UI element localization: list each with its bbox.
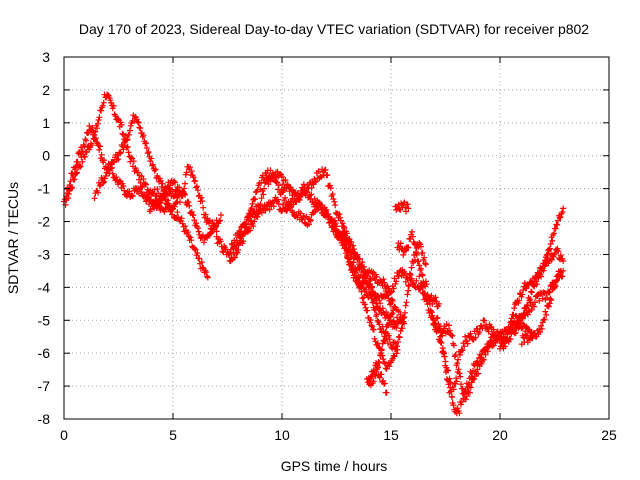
series-track-2 [63, 123, 181, 215]
data-point-markers [335, 228, 401, 357]
axis-ticks: 0 5 10 15 20 25 -8 -7 -6 -5 -4 -3 -2 -1 0 1 2 3 [38, 49, 617, 443]
x-tick-label: 20 [492, 427, 508, 443]
data-points [61, 91, 567, 417]
data-point-markers [63, 123, 181, 215]
y-tick-label: -7 [38, 378, 51, 394]
series-track-18 [507, 245, 567, 328]
y-tick-label: -4 [38, 279, 51, 295]
series-track-6 [213, 166, 408, 331]
y-tick-label: 3 [42, 49, 50, 65]
data-point-markers [231, 181, 408, 327]
series-track-7 [231, 181, 408, 327]
y-tick-label: -1 [38, 181, 51, 197]
x-axis-label: GPS time / hours [281, 458, 388, 474]
y-tick-label: -3 [38, 246, 51, 262]
x-tick-label: 25 [601, 427, 617, 443]
x-tick-label: 0 [60, 427, 68, 443]
chart-title: Day 170 of 2023, Sidereal Day-to-day VTE… [79, 21, 589, 37]
y-tick-label: -8 [38, 411, 51, 427]
x-tick-label: 10 [274, 427, 290, 443]
y-tick-label: -5 [38, 312, 51, 328]
y-tick-label: 1 [42, 115, 50, 131]
y-tick-label: 0 [42, 148, 50, 164]
series-track-15 [433, 314, 501, 369]
x-tick-label: 15 [383, 427, 399, 443]
data-point-markers [213, 166, 408, 331]
data-point-markers [392, 199, 412, 215]
series-track-9 [335, 228, 401, 357]
data-point-markers [91, 112, 220, 235]
y-axis-label: SDTVAR / TECUs [5, 182, 21, 294]
series-track-19 [518, 267, 564, 348]
y-tick-label: -2 [38, 214, 51, 230]
data-point-markers [366, 364, 390, 396]
plot-frame [63, 56, 610, 420]
series-track-12 [392, 199, 412, 215]
x-tick-label: 5 [169, 427, 177, 443]
y-tick-label: -6 [38, 345, 51, 361]
series-track-3 [91, 112, 220, 235]
data-point-markers [518, 267, 564, 348]
data-point-markers [507, 245, 567, 328]
data-point-markers [433, 314, 501, 369]
series-track-11 [366, 364, 390, 396]
data-point-markers [146, 177, 224, 246]
y-tick-label: 2 [42, 82, 50, 98]
series-track-4 [146, 177, 224, 246]
